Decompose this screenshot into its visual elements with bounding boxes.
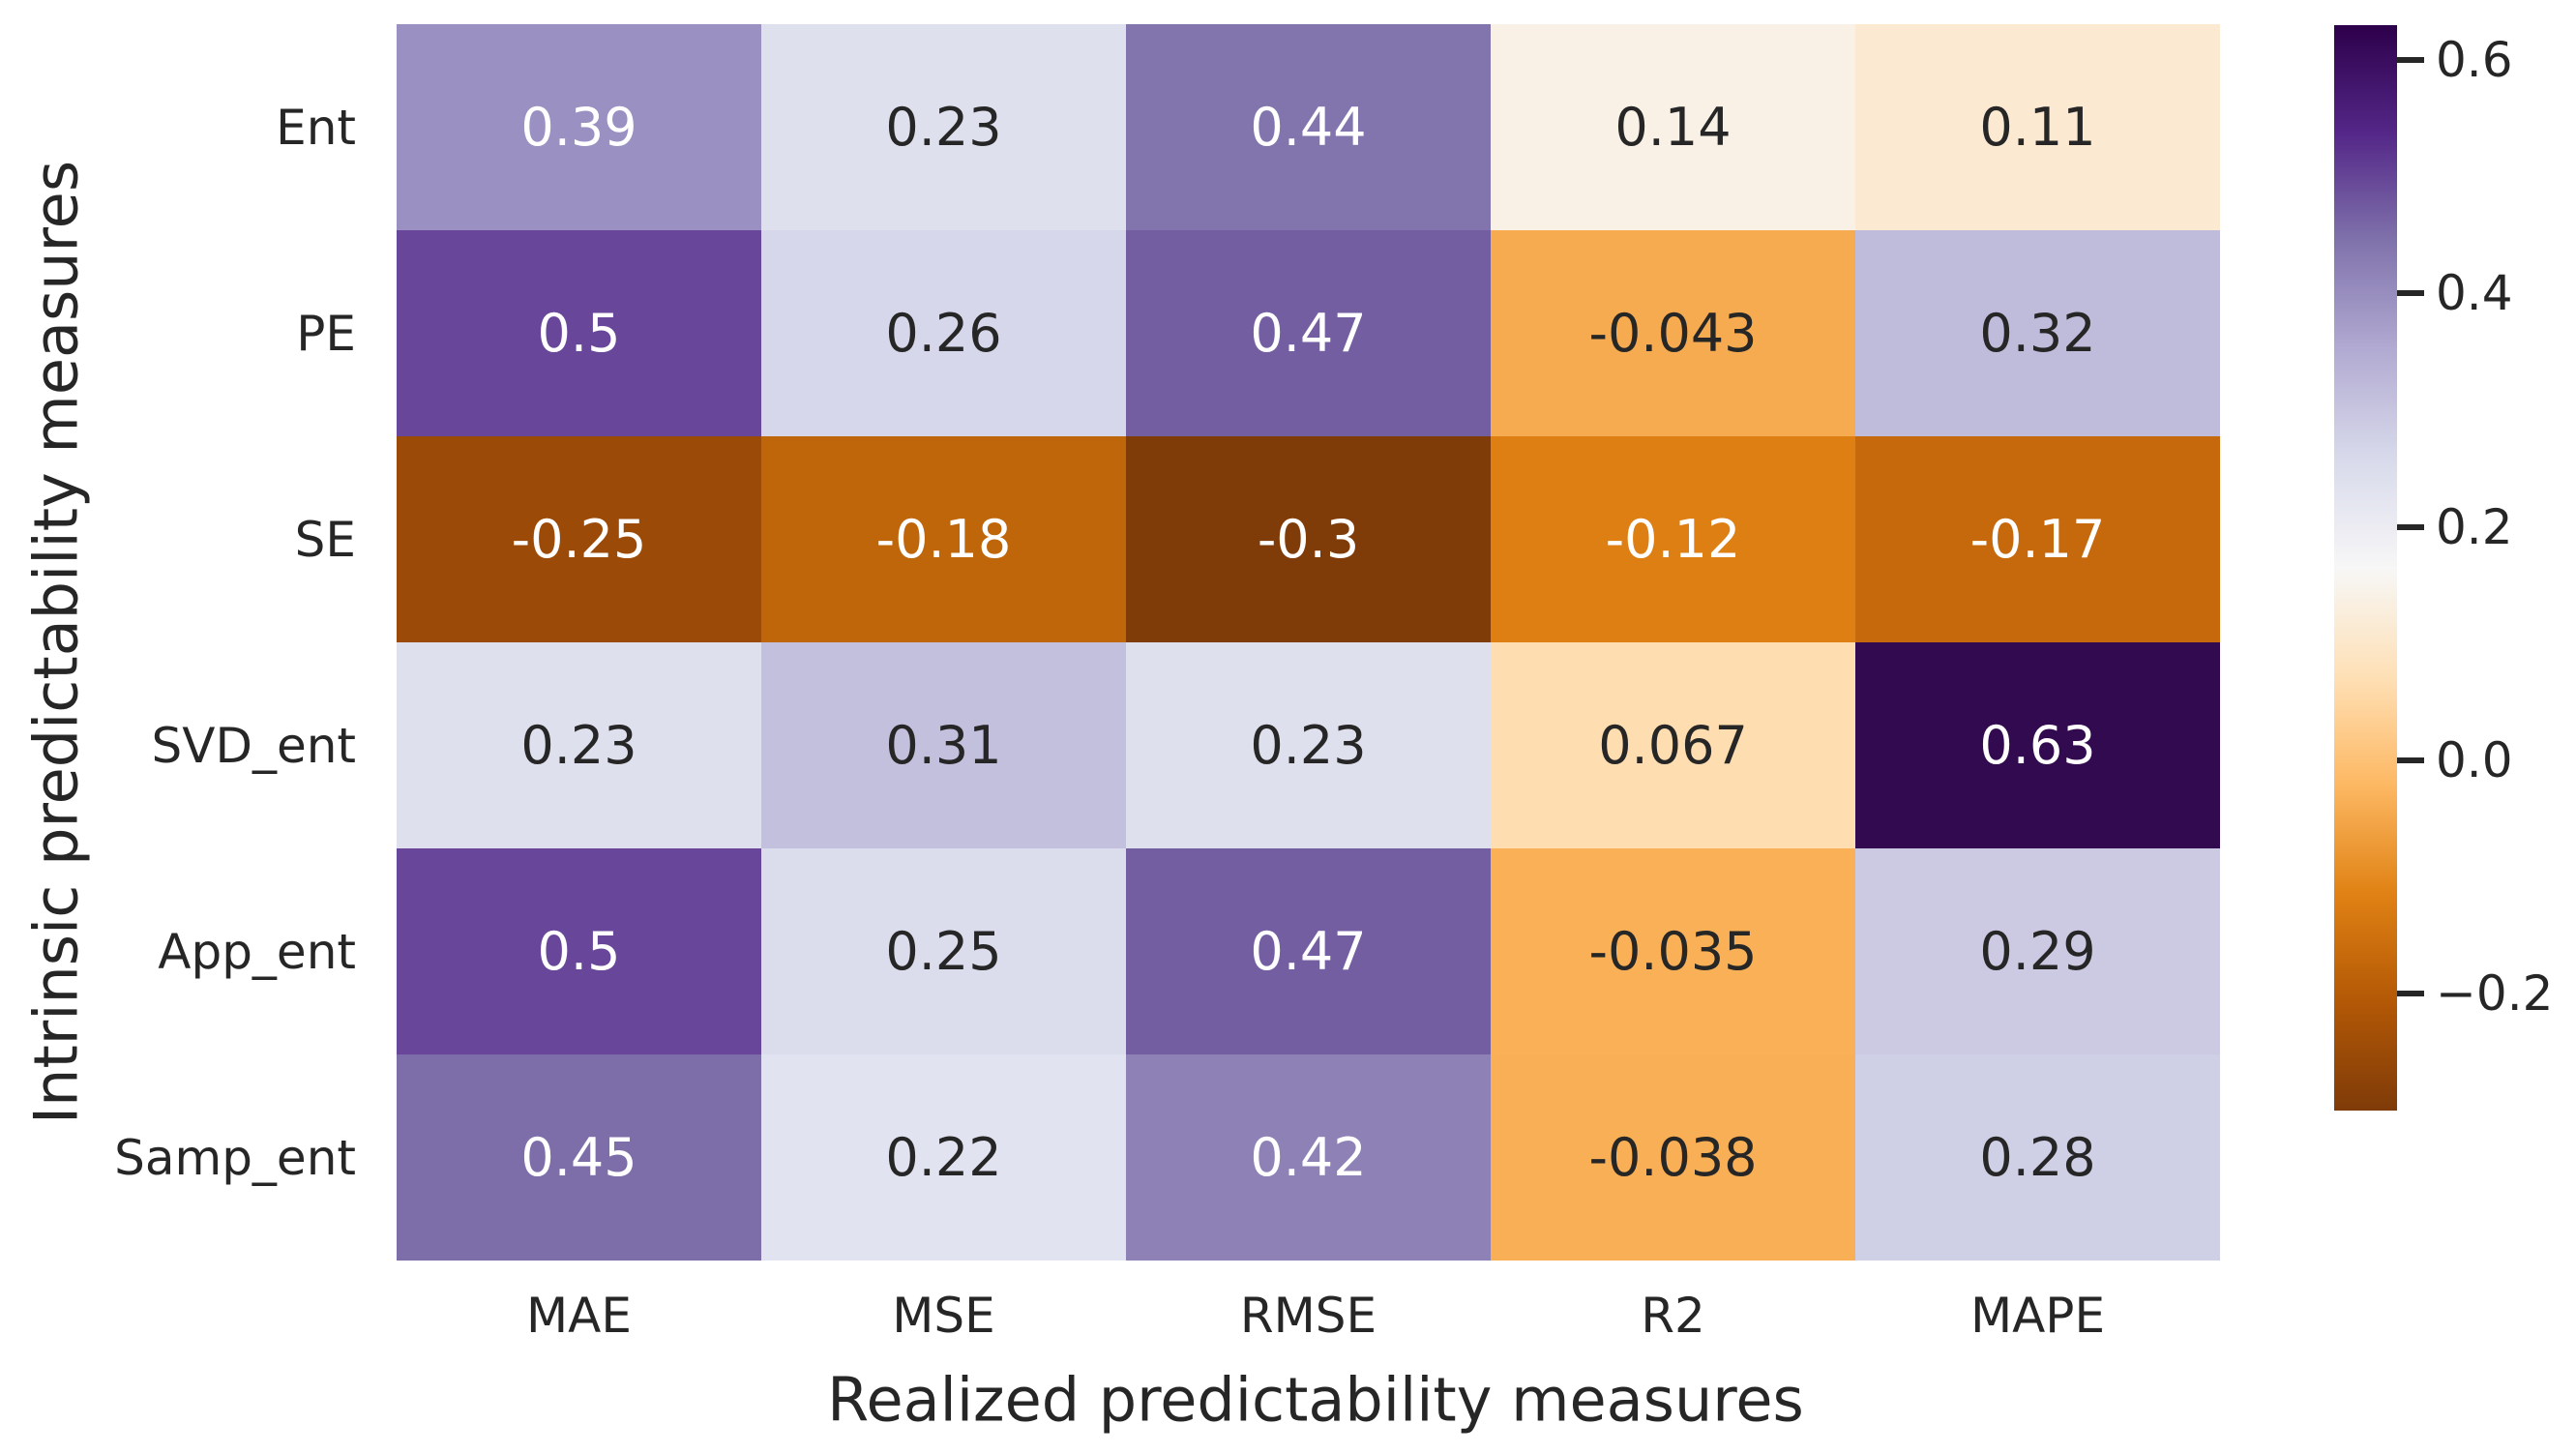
x-tick-label-MAE: MAE	[526, 1288, 632, 1344]
cell-value: 0.5	[537, 920, 621, 982]
x-tick-label-R2: R2	[1641, 1288, 1705, 1344]
cell-value: 0.22	[885, 1126, 1002, 1188]
heatmap-cell-SVD_ent-MAPE: 0.63	[1855, 642, 2220, 848]
y-tick-label-Samp_ent: Samp_ent	[114, 1129, 356, 1186]
heatmap-cell-SVD_ent-RMSE: 0.23	[1126, 642, 1491, 848]
colorbar-tick-mark	[2397, 290, 2424, 297]
y-tick-label-SVD_ent: SVD_ent	[151, 717, 357, 774]
cell-value: 0.63	[1979, 714, 2096, 776]
heatmap-cell-Ent-MAPE: 0.11	[1855, 24, 2220, 230]
cell-value: 0.47	[1250, 920, 1367, 982]
colorbar-tick-label: 0.4	[2436, 265, 2513, 322]
heatmap-cell-App_ent-MSE: 0.25	[761, 848, 1126, 1054]
cell-value: 0.23	[1250, 714, 1367, 776]
y-tick-label-Ent: Ent	[276, 99, 356, 156]
y-tick-label-PE: PE	[296, 305, 356, 362]
cell-value: -0.038	[1588, 1126, 1758, 1188]
heatmap-cell-PE-MAPE: 0.32	[1855, 230, 2220, 436]
x-axis-title: Realized predictability measures	[827, 1364, 1804, 1436]
heatmap-cell-Ent-MAE: 0.39	[397, 24, 761, 230]
colorbar-tick-mark	[2397, 757, 2424, 764]
cell-value: 0.23	[885, 96, 1002, 158]
cell-value: 0.31	[885, 714, 1002, 776]
heatmap-cell-PE-R2: -0.043	[1491, 230, 1855, 436]
cell-value: -0.12	[1605, 508, 1741, 570]
heatmap-cell-SE-MAPE: -0.17	[1855, 436, 2220, 642]
y-tick-label-App_ent: App_ent	[158, 923, 356, 980]
heatmap-cell-SVD_ent-MSE: 0.31	[761, 642, 1126, 848]
colorbar-tick-label: 0.0	[2436, 732, 2513, 789]
cell-value: -0.25	[511, 508, 647, 570]
colorbar-tick-mark	[2397, 57, 2424, 64]
cell-value: 0.25	[885, 920, 1002, 982]
cell-value: 0.45	[520, 1126, 637, 1188]
colorbar-tick-label: 0.6	[2436, 32, 2513, 89]
cell-value: 0.067	[1598, 714, 1748, 776]
cell-value: -0.035	[1588, 920, 1758, 982]
cell-value: 0.5	[537, 302, 621, 364]
cell-value: -0.3	[1257, 508, 1360, 570]
colorbar	[2334, 25, 2397, 1111]
cell-value: 0.39	[520, 96, 637, 158]
heatmap-cell-SE-MAE: -0.25	[397, 436, 761, 642]
heatmap-cell-App_ent-MAPE: 0.29	[1855, 848, 2220, 1054]
cell-value: 0.11	[1979, 96, 2096, 158]
heatmap-cell-App_ent-R2: -0.035	[1491, 848, 1855, 1054]
y-tick-label-SE: SE	[294, 511, 356, 568]
cell-value: 0.26	[885, 302, 1002, 364]
heatmap-cell-Samp_ent-RMSE: 0.42	[1126, 1054, 1491, 1261]
cell-value: 0.44	[1250, 96, 1367, 158]
x-tick-label-MAPE: MAPE	[1969, 1288, 2106, 1344]
heatmap-cell-SVD_ent-MAE: 0.23	[397, 642, 761, 848]
cell-value: 0.14	[1614, 96, 1732, 158]
heatmap-cell-PE-MSE: 0.26	[761, 230, 1126, 436]
cell-value: 0.47	[1250, 302, 1367, 364]
heatmap-cell-Ent-R2: 0.14	[1491, 24, 1855, 230]
cell-value: -0.18	[875, 508, 1012, 570]
heatmap-cell-Samp_ent-R2: -0.038	[1491, 1054, 1855, 1261]
heatmap-cell-App_ent-MAE: 0.5	[397, 848, 761, 1054]
heatmap-cell-PE-RMSE: 0.47	[1126, 230, 1491, 436]
cell-value: 0.29	[1979, 920, 2096, 982]
heatmap-cell-SE-MSE: -0.18	[761, 436, 1126, 642]
cell-value: 0.32	[1979, 302, 2096, 364]
heatmap-cell-Ent-RMSE: 0.44	[1126, 24, 1491, 230]
heatmap-cell-Samp_ent-MSE: 0.22	[761, 1054, 1126, 1261]
colorbar-tick-label: −0.2	[2436, 965, 2554, 1023]
x-tick-label-MSE: MSE	[892, 1288, 995, 1344]
heatmap-grid: 0.39 0.23 0.44 0.14 0.11 0.5 0.26 0.47 -0.043 0.3…	[397, 24, 2220, 1261]
heatmap-cell-App_ent-RMSE: 0.47	[1126, 848, 1491, 1054]
colorbar-tick-mark	[2397, 523, 2424, 530]
heatmap-cell-PE-MAE: 0.5	[397, 230, 761, 436]
cell-value: 0.23	[520, 714, 637, 776]
cell-value: -0.17	[1969, 508, 2106, 570]
heatmap-cell-Ent-MSE: 0.23	[761, 24, 1126, 230]
x-tick-label-RMSE: RMSE	[1239, 1288, 1377, 1344]
colorbar-tick-mark	[2397, 991, 2424, 997]
heatmap-cell-Samp_ent-MAPE: 0.28	[1855, 1054, 2220, 1261]
cell-value: -0.043	[1588, 302, 1758, 364]
heatmap-cell-Samp_ent-MAE: 0.45	[397, 1054, 761, 1261]
colorbar-tick-label: 0.2	[2436, 498, 2513, 555]
heatmap-cell-SVD_ent-R2: 0.067	[1491, 642, 1855, 848]
heatmap-cell-SE-RMSE: -0.3	[1126, 436, 1491, 642]
cell-value: 0.28	[1979, 1126, 2096, 1188]
cell-value: 0.42	[1250, 1126, 1367, 1188]
heatmap-cell-SE-R2: -0.12	[1491, 436, 1855, 642]
